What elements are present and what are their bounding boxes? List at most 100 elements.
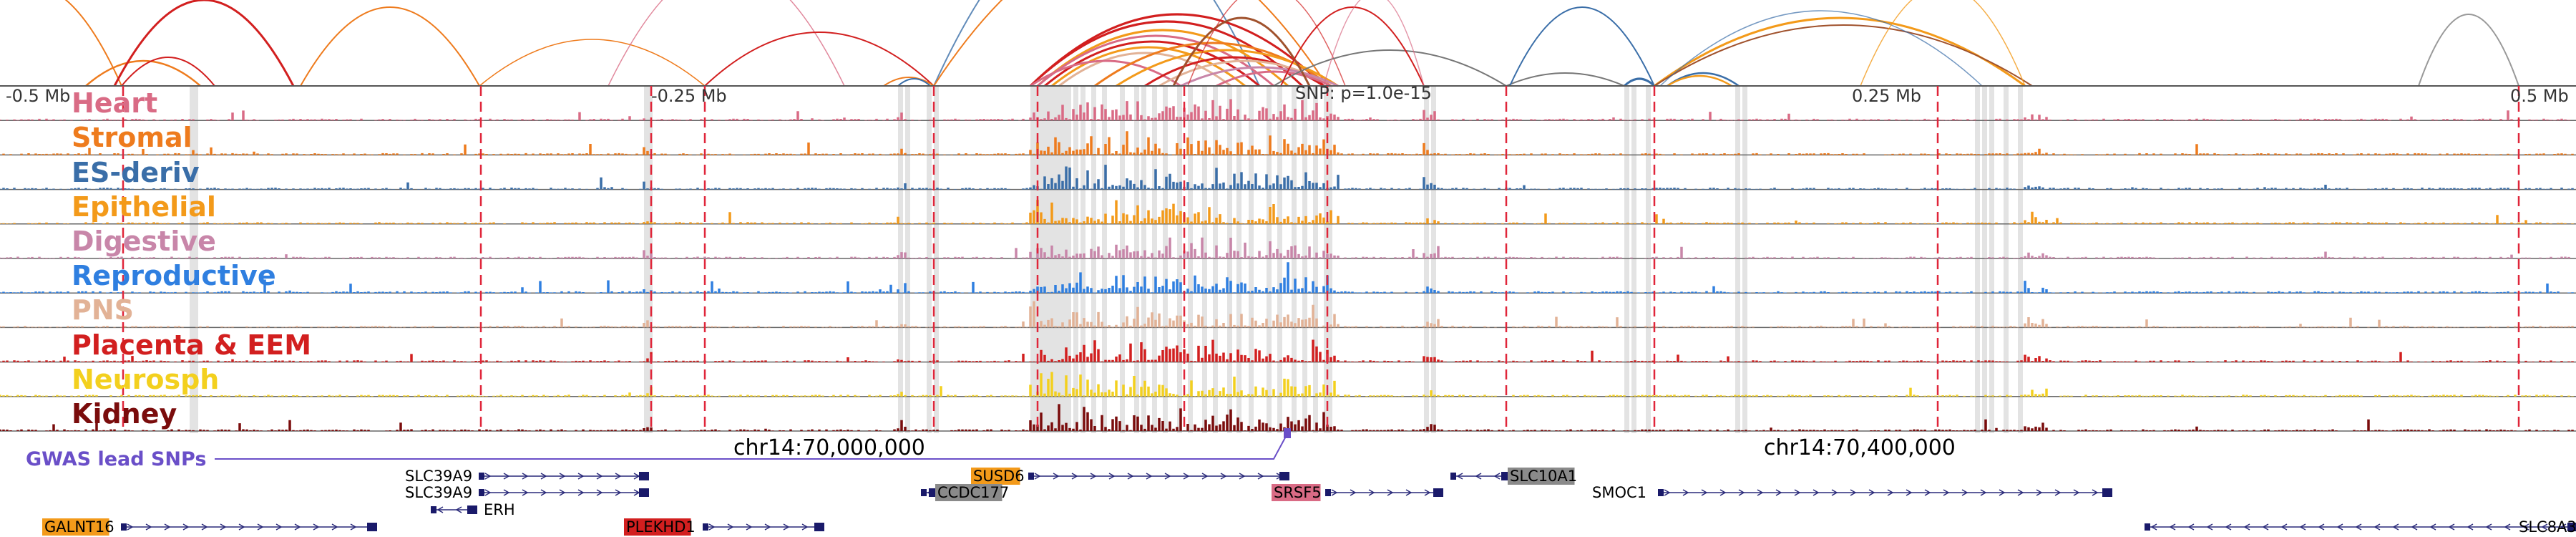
strand-chevron (1108, 473, 1116, 480)
gene-label: CCDC177 (937, 484, 1009, 501)
highlight-column (648, 86, 653, 433)
strand-chevron (238, 523, 245, 531)
snp-pvalue-label: SNP: p=1.0e-15 (1295, 83, 1432, 103)
strand-chevron (1738, 489, 1745, 496)
strand-chevron (2092, 489, 2099, 496)
strand-chevron (540, 473, 547, 480)
exon-block (2145, 523, 2150, 531)
track-labels: Heart Stromal ES-deriv Epithelial Digest… (72, 87, 311, 430)
loop-arc (1172, 16, 1311, 87)
highlight-column (1141, 86, 1146, 433)
loop-arc (1654, 24, 2033, 87)
strand-chevron (1257, 473, 1264, 480)
strand-chevron (1034, 473, 1041, 480)
strand-chevron (615, 489, 622, 496)
strand-chevron (275, 523, 283, 531)
strand-chevron (1405, 489, 1413, 496)
strand-chevron (1887, 489, 1894, 496)
highlight-column (1163, 86, 1168, 433)
strand-chevron (1164, 473, 1171, 480)
loop-arc (1667, 74, 1732, 87)
exon-block (479, 473, 484, 480)
highlight-column (1120, 86, 1125, 433)
strand-chevron (2187, 523, 2195, 531)
strand-chevron (2429, 523, 2436, 531)
highlight-column (1624, 86, 1629, 433)
strand-chevron (1757, 489, 1764, 496)
track-label-neurosph: Neurosph (72, 364, 219, 395)
highlight-column (1134, 86, 1139, 433)
highlight-column (1213, 86, 1218, 433)
gene-plekhd1: PLEKHD1 (624, 518, 824, 536)
highlight-column (193, 86, 198, 433)
tick-label: -0.5 Mb (6, 86, 70, 106)
strand-chevron (1813, 489, 1820, 496)
strand-chevron (727, 523, 734, 531)
chromatin-loop-arcs (64, 0, 2519, 87)
strand-chevron (2373, 523, 2381, 531)
exon-block (1325, 489, 1331, 496)
highlight-column (1324, 86, 1329, 433)
highlight-column (1057, 86, 1062, 433)
highlight-column (644, 86, 649, 433)
highlight-column (1038, 86, 1043, 433)
strand-chevron (2318, 523, 2325, 531)
loop-arc (1029, 13, 1325, 87)
strand-chevron (1201, 473, 1209, 480)
loop-arc (1323, 0, 1425, 87)
gene-galnt16: GALNT16 (42, 518, 377, 536)
exon-block (479, 489, 484, 496)
strand-chevron (1850, 489, 1857, 496)
signal-bars (0, 99, 2570, 121)
strand-chevron (2169, 523, 2176, 531)
highlight-column (1034, 86, 1039, 433)
exon-block (1279, 472, 1289, 480)
loop-arc (1659, 10, 1983, 87)
highlight-column (1073, 86, 1078, 433)
highlight-column (1041, 86, 1046, 433)
strand-chevron (1719, 489, 1727, 496)
gene-label: SLC8A3 (2519, 518, 2576, 536)
gene-slc39a9: SLC39A9 (405, 468, 649, 485)
loop-arc (1273, 49, 1507, 87)
exon-block (1433, 488, 1443, 497)
strand-chevron (313, 523, 320, 531)
gwas-snp-marker (1284, 428, 1291, 438)
strand-chevron (2036, 489, 2043, 496)
strand-chevron (2392, 523, 2399, 531)
gene-ccdc177: CCDC177 (921, 484, 1009, 501)
strand-chevron (2467, 523, 2474, 531)
strand-chevron (708, 523, 716, 531)
strand-chevron (559, 489, 566, 496)
highlight-column (2004, 86, 2009, 433)
strand-chevron (783, 523, 790, 531)
track-label-stromal: Stromal (72, 122, 192, 153)
strand-chevron (2448, 523, 2455, 531)
gene-label: ERH (484, 501, 515, 518)
loop-arc (1623, 77, 1656, 87)
exon-block (1028, 473, 1034, 480)
track-label-es-deriv: ES-deriv (72, 157, 200, 188)
strand-chevron (577, 489, 585, 496)
highlight-column (1048, 86, 1053, 433)
accessibility-tracks (0, 85, 2576, 432)
strand-chevron (577, 473, 585, 480)
loop-arc (2418, 14, 2519, 87)
gene-slc39a9: SLC39A9 (405, 484, 649, 501)
snp-dashed-lines (122, 86, 2520, 432)
signal-bars (0, 339, 2574, 362)
gene-label: SLC39A9 (405, 484, 472, 501)
loop-arc (1860, 0, 2026, 87)
highlight-column (1989, 86, 1994, 433)
strand-chevron (1456, 473, 1463, 480)
loop-arc (1506, 72, 1625, 87)
loop-arc (113, 0, 295, 87)
strand-chevron (522, 473, 529, 480)
highlight-column (1313, 86, 1318, 433)
strand-chevron (2299, 523, 2306, 531)
strand-chevron (1831, 489, 1838, 496)
strand-chevron (1424, 489, 1431, 496)
strand-chevron (2206, 523, 2213, 531)
loop-arc (897, 78, 931, 87)
highlight-column (1102, 86, 1107, 433)
